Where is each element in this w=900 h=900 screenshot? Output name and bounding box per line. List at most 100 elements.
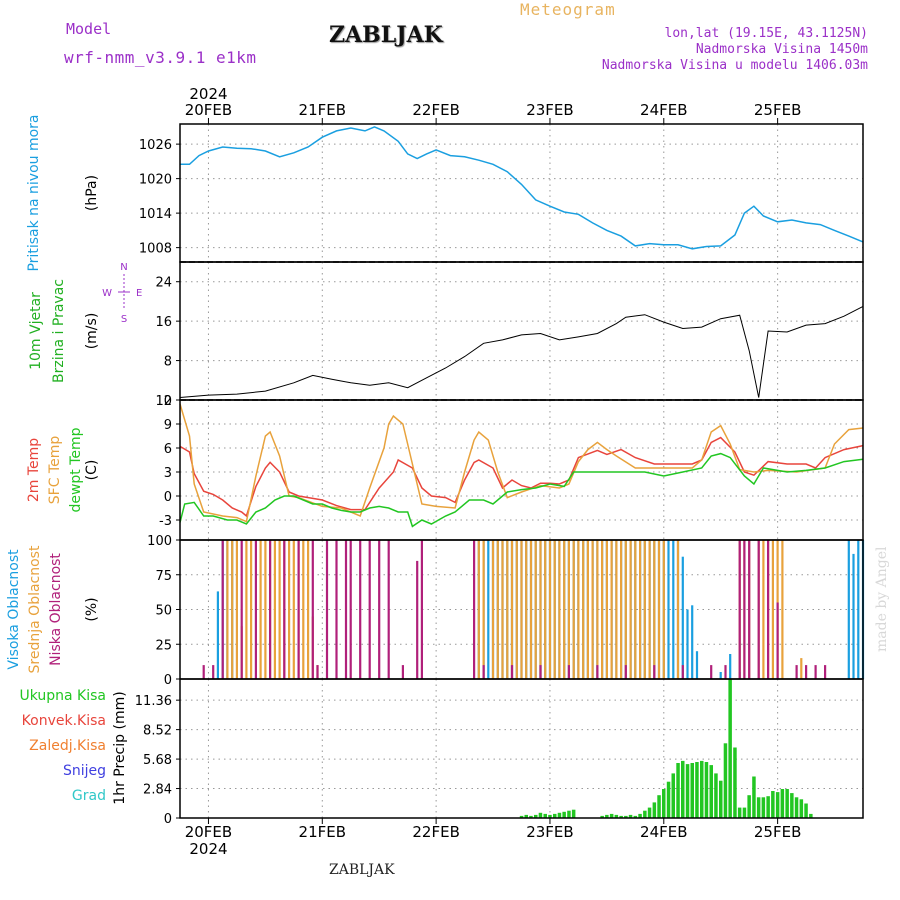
- bar: [501, 540, 504, 679]
- bar: [591, 540, 594, 679]
- bar: [672, 540, 675, 679]
- bar: [634, 540, 637, 679]
- bar: [534, 814, 538, 818]
- bar: [506, 540, 509, 679]
- bar: [231, 540, 234, 679]
- bar: [775, 792, 780, 818]
- meteogram-title: Meteogram: [520, 0, 616, 19]
- bar: [747, 795, 751, 818]
- bar: [710, 665, 713, 679]
- bar: [847, 540, 850, 679]
- y-tick-label: 12: [155, 394, 172, 409]
- bar: [212, 665, 215, 679]
- x-tick-label-bottom: 21FEB: [299, 823, 346, 841]
- bar: [235, 540, 238, 679]
- bar: [794, 797, 799, 818]
- bar: [563, 540, 566, 679]
- bar: [534, 540, 537, 679]
- compass-west: W: [102, 288, 112, 299]
- y-tick-label: 1020: [139, 173, 172, 188]
- y-tick-label: 1008: [139, 242, 172, 257]
- bar: [671, 773, 675, 818]
- unit-label: (m/s): [84, 313, 100, 350]
- bar: [719, 672, 722, 679]
- bar: [577, 540, 580, 679]
- location-lonlat: lon,lat (19.15E, 43.1125N): [664, 26, 869, 41]
- bar: [553, 813, 557, 818]
- bar: [482, 665, 485, 679]
- bar: [378, 540, 381, 679]
- bar: [620, 540, 623, 679]
- bar: [335, 540, 338, 679]
- model-name: wrf-nmm_v3.9.1 e1km: [64, 48, 257, 67]
- bar: [544, 540, 547, 679]
- model-altitude: Nadmorska Visina u modelu 1406.03m: [601, 58, 868, 73]
- y-tick-label: 1026: [139, 138, 172, 153]
- bar: [647, 807, 652, 818]
- bar: [254, 540, 257, 679]
- bar: [562, 811, 566, 818]
- bar: [245, 540, 248, 679]
- bar: [529, 815, 533, 818]
- bar: [571, 809, 576, 818]
- y-tick-label: 3: [164, 466, 172, 481]
- bar: [250, 540, 253, 679]
- bar: [278, 540, 281, 679]
- bar: [349, 540, 352, 679]
- x-tick-label-top: 25FEB: [754, 101, 801, 119]
- bar: [776, 602, 779, 679]
- bar: [691, 605, 694, 679]
- x-tick-label-bottom: 25FEB: [754, 823, 801, 841]
- bar: [615, 540, 618, 679]
- bar: [771, 540, 774, 679]
- x-tick-label-bottom: 20FEB: [185, 823, 232, 841]
- bar: [491, 540, 495, 679]
- bar: [733, 747, 737, 818]
- bar: [653, 665, 656, 679]
- series-line: [179, 403, 864, 523]
- y-tick-label: 0: [164, 394, 172, 409]
- bar: [729, 654, 732, 679]
- precip-legend-label: Konvek.Kisa: [22, 713, 106, 729]
- station-altitude: Nadmorska Visina 1450m: [695, 42, 868, 57]
- panel-frame: [179, 678, 864, 819]
- bar: [676, 540, 680, 679]
- bar: [728, 679, 732, 818]
- station-title: ZABLJAK: [329, 22, 443, 48]
- bar: [761, 797, 766, 818]
- bar: [757, 540, 760, 679]
- y-tick-label: 75: [155, 569, 172, 584]
- bar: [685, 764, 690, 818]
- bar: [226, 540, 229, 679]
- bar: [639, 540, 642, 679]
- bar: [657, 540, 661, 679]
- bar: [624, 540, 627, 679]
- bar: [714, 773, 718, 818]
- bar: [662, 540, 665, 679]
- bar: [804, 803, 808, 818]
- bar: [216, 591, 219, 679]
- bar: [781, 540, 784, 679]
- bar: [600, 815, 604, 818]
- bar: [557, 812, 562, 818]
- bar: [643, 810, 647, 818]
- x-tick-label-bottom: 22FEB: [412, 823, 459, 841]
- precip-legend-label: Ukupna Kisa: [19, 688, 106, 704]
- y-axis-label: Niska Oblacnost: [48, 553, 64, 666]
- y-axis-label: Visoka Oblacnost: [6, 549, 22, 670]
- series-line: [179, 452, 864, 528]
- bar: [824, 665, 827, 679]
- y-tick-label: -3: [159, 514, 172, 529]
- compass-south: S: [121, 314, 127, 325]
- bar: [743, 540, 746, 679]
- bar: [416, 560, 419, 679]
- bar: [325, 540, 329, 679]
- bar: [624, 815, 628, 818]
- bar: [596, 540, 599, 679]
- y-tick-label: 8.52: [143, 724, 172, 739]
- unit-label: (hPa): [84, 175, 100, 211]
- bar: [259, 540, 262, 679]
- bar: [316, 665, 319, 679]
- bar: [307, 540, 310, 679]
- y-tick-label: 1014: [139, 207, 172, 222]
